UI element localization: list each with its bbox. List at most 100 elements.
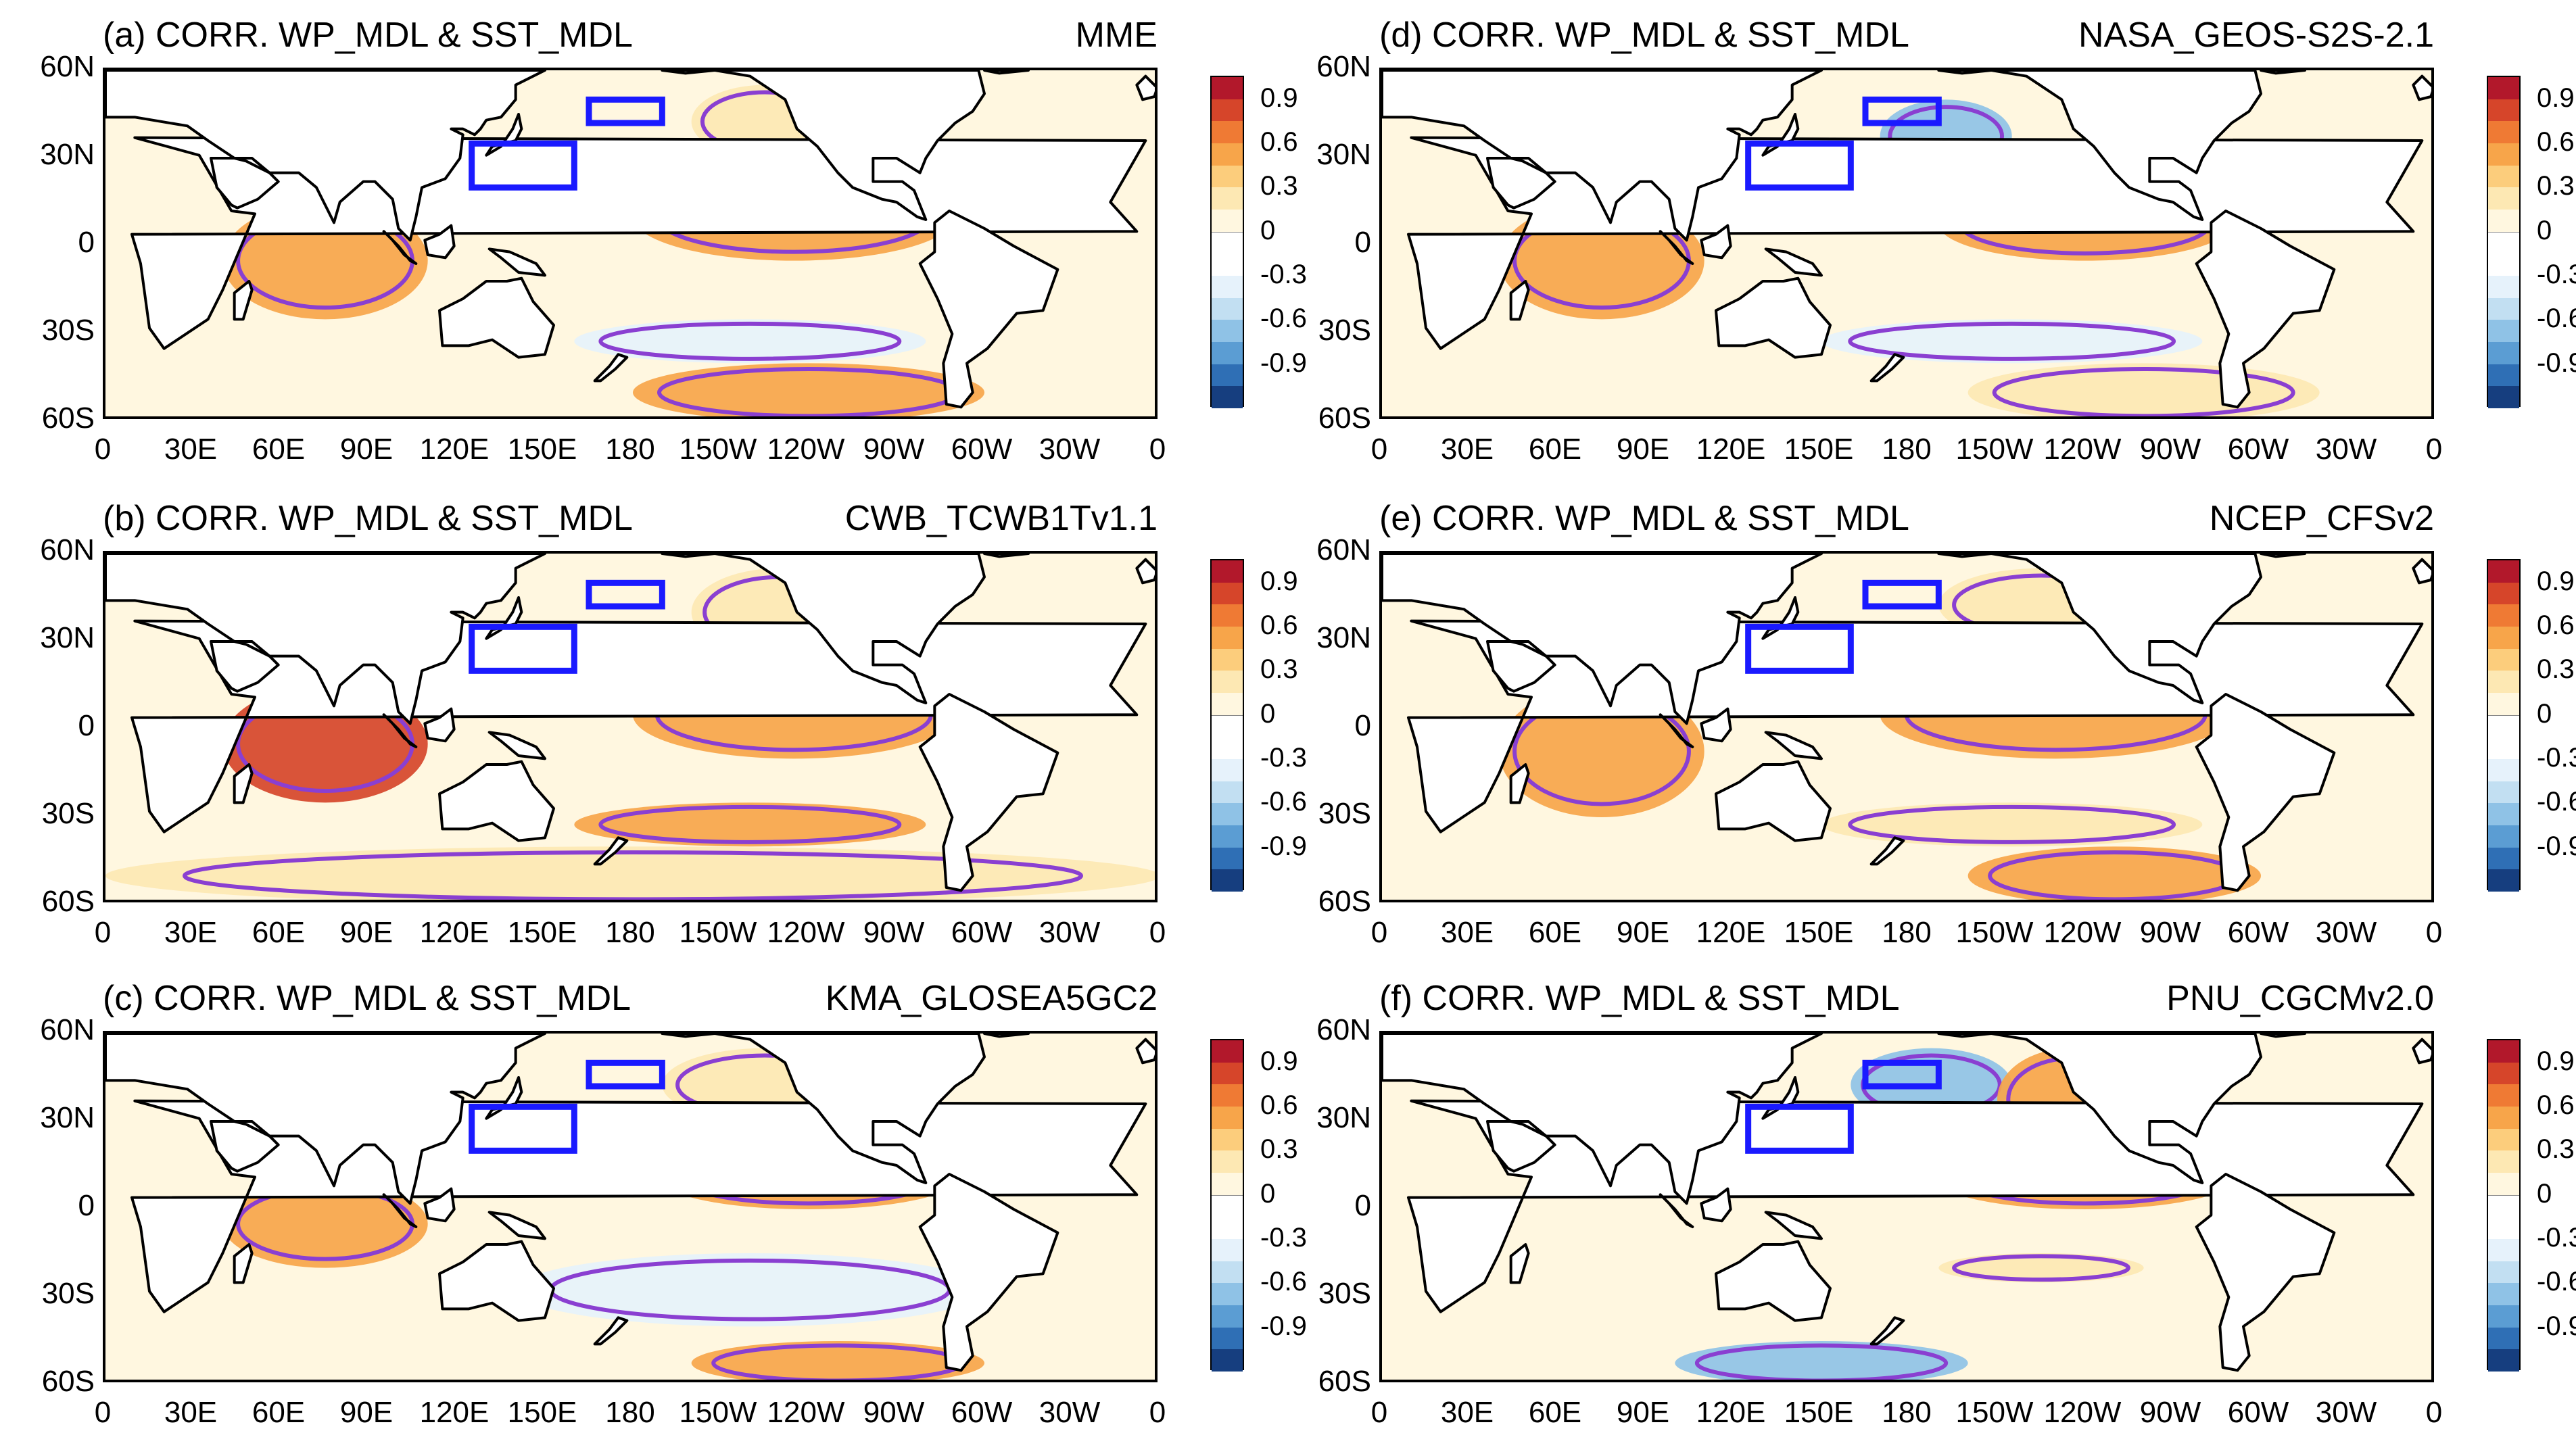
lon-label: 60W	[951, 433, 1013, 466]
map-canvas	[105, 554, 1155, 900]
colorbar-segment	[2488, 627, 2519, 650]
colorbar-segment	[1212, 671, 1243, 694]
lat-label: 60S	[41, 402, 95, 435]
lat-label: 60S	[1318, 885, 1371, 918]
lon-label: 150W	[1955, 433, 2034, 466]
region-southern-ocean	[633, 363, 984, 416]
lon-label: 0	[1370, 916, 1388, 949]
land-outline	[2195, 210, 2336, 409]
land-outline	[1715, 1240, 1832, 1322]
land-outline	[105, 1034, 546, 1205]
colorbar-label: -0.9	[1260, 831, 1307, 861]
land-outline	[983, 554, 1030, 558]
colorbar-segment	[1212, 99, 1243, 122]
lon-label: 90E	[1616, 433, 1670, 466]
lat-label: 60S	[41, 885, 95, 918]
target-box-2	[586, 1059, 665, 1090]
land-outline	[1135, 558, 1155, 585]
map-c	[103, 1031, 1158, 1382]
land-outline	[661, 1034, 986, 1184]
colorbar-label: -0.9	[2537, 1311, 2576, 1341]
map-d	[1379, 68, 2434, 419]
lon-label: 150W	[679, 433, 757, 466]
lat-label: 30S	[41, 797, 95, 830]
map-canvas	[1382, 1034, 2431, 1380]
land-outline	[2412, 74, 2431, 101]
land-outline	[661, 554, 986, 704]
land-outline	[1869, 836, 1905, 866]
colorbar-segment	[2488, 781, 2519, 804]
colorbar-label: 0	[1260, 698, 1276, 729]
colorbar-label: 0.9	[2537, 566, 2575, 596]
colorbar-segment	[2488, 99, 2519, 122]
colorbar-segment	[1212, 210, 1243, 233]
land-outline	[2412, 558, 2431, 585]
lon-label: 0	[2425, 916, 2443, 949]
land-outline	[105, 70, 546, 242]
lon-label: 90E	[1616, 1396, 1670, 1429]
lon-label: 150W	[1955, 1396, 2034, 1429]
lon-label: 90W	[2139, 433, 2201, 466]
land-outline	[423, 1187, 456, 1223]
colorbar-label: 0	[2537, 215, 2552, 245]
region-south-pacific-band	[574, 802, 926, 847]
land-outline	[2195, 693, 2336, 892]
lat-label: 30S	[1318, 314, 1371, 347]
colorbar-label: 0.6	[2537, 127, 2575, 157]
lon-label: 0	[94, 1396, 112, 1429]
target-box-1	[469, 623, 577, 674]
lon-label: 30W	[2315, 1396, 2377, 1429]
lon-label: 150E	[507, 1396, 577, 1429]
land-outline	[382, 713, 418, 748]
significance-contour	[1992, 367, 2295, 416]
colorbar-segment	[1212, 1062, 1243, 1085]
colorbar-label: -0.6	[1260, 1267, 1307, 1297]
target-box-2	[1862, 96, 1942, 126]
colorbar	[2487, 1039, 2521, 1372]
land-outline	[1700, 224, 1732, 260]
lon-label: 0	[1370, 433, 1388, 466]
lon-label: 180	[1882, 916, 1932, 949]
land-outline	[1715, 276, 1832, 359]
land-outline	[487, 731, 546, 760]
lon-label: 120E	[419, 916, 490, 949]
colorbar-label: 0.9	[2537, 1046, 2575, 1076]
colorbar-segment	[2488, 231, 2519, 255]
land-outline	[438, 276, 555, 359]
colorbar-segment	[2488, 121, 2519, 144]
lon-label: 60W	[2227, 1396, 2289, 1429]
colorbar-segment	[2488, 1283, 2519, 1306]
lat-label: 30S	[1318, 797, 1371, 830]
lon-label: 0	[2425, 1396, 2443, 1429]
colorbar-segment	[1212, 143, 1243, 166]
region-southern-ocean	[105, 846, 1155, 900]
lon-label: 150E	[1784, 916, 1854, 949]
land-outline	[382, 230, 418, 265]
panel-title: (d) CORR. WP_MDL & SST_MDL	[1379, 16, 1909, 55]
target-box-2	[586, 579, 665, 610]
model-name: KMA_GLOSEA5GC2	[825, 979, 1158, 1018]
lon-label: 60E	[252, 916, 306, 949]
lon-label: 30E	[164, 916, 218, 949]
lon-label: 90W	[863, 916, 925, 949]
lon-label: 150W	[679, 1396, 757, 1429]
colorbar-segment	[1212, 737, 1243, 760]
colorbar-label: 0	[1260, 1178, 1276, 1209]
colorbar-label: -0.9	[1260, 1311, 1307, 1341]
colorbar-segment	[1212, 1305, 1243, 1328]
colorbar-segment	[1212, 693, 1243, 716]
model-name: NASA_GEOS-S2S-2.1	[2078, 16, 2434, 55]
land-outline	[1700, 1187, 1732, 1223]
colorbar-segment	[1212, 1261, 1243, 1284]
significance-contour	[183, 850, 1083, 900]
colorbar	[1210, 559, 1244, 892]
colorbar-label: 0.9	[1260, 82, 1298, 113]
colorbar-segment	[1212, 1239, 1243, 1262]
colorbar-label: 0	[2537, 1178, 2552, 1209]
panel-title: (a) CORR. WP_MDL & SST_MDL	[103, 16, 633, 55]
colorbar	[2487, 76, 2521, 409]
colorbar-label: 0.9	[1260, 566, 1298, 596]
lon-label: 150W	[679, 916, 757, 949]
land-outline	[1486, 640, 1556, 693]
lon-label: 30E	[1440, 916, 1494, 949]
